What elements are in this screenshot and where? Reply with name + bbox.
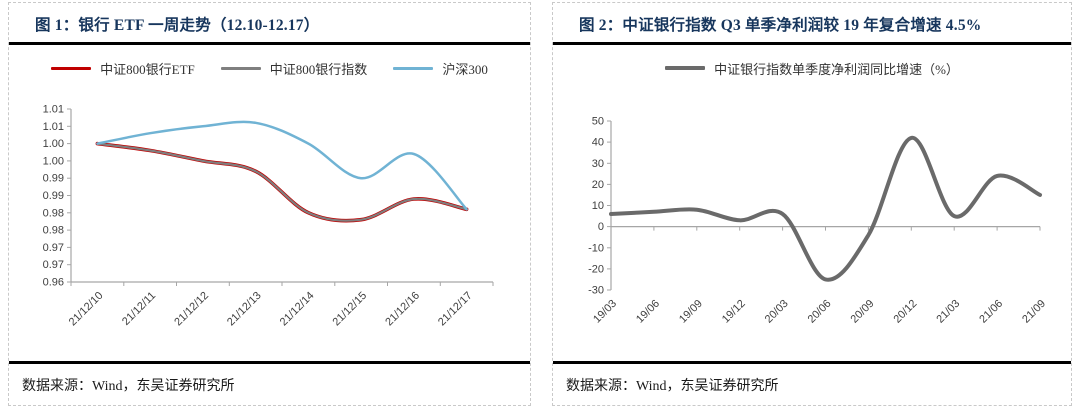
figure-2-bottom-rule <box>553 361 1071 365</box>
figure-1-title: 图 1：银行 ETF 一周走势（12.10-12.17） <box>35 17 320 34</box>
svg-text:10: 10 <box>592 200 604 212</box>
svg-text:0.97: 0.97 <box>43 259 64 271</box>
svg-text:1.01: 1.01 <box>43 121 64 133</box>
legend-label-etf: 中证800银行ETF <box>100 61 195 77</box>
svg-text:21/12/12: 21/12/12 <box>172 289 211 328</box>
figure-1-legend: 中证800银行ETF 中证800银行指数 沪深300 <box>9 59 530 78</box>
legend-swatch-index <box>220 66 261 70</box>
legend-item-profit-growth: 中证银行指数单季度净利润同比增速（%） <box>665 59 959 78</box>
svg-text:21/12/16: 21/12/16 <box>383 289 422 328</box>
figure-2-legend: 中证银行指数单季度净利润同比增速（%） <box>553 59 1071 78</box>
figure-2-source: 数据来源：Wind，东吴证券研究所 <box>566 379 779 395</box>
svg-text:20/12: 20/12 <box>891 297 919 325</box>
legend-label-profit-growth: 中证银行指数单季度净利润同比增速（%） <box>714 61 959 77</box>
legend-item-hs300: 沪深300 <box>393 59 488 78</box>
svg-text:21/12/14: 21/12/14 <box>278 289 317 328</box>
svg-text:0.96: 0.96 <box>43 276 64 288</box>
legend-swatch-hs300 <box>393 66 434 70</box>
figure-1-source: 数据来源：Wind，东吴证券研究所 <box>22 379 235 395</box>
svg-text:21/06: 21/06 <box>977 297 1005 325</box>
figure-1-plot: 1.01 1.01 1.00 1.00 0.99 0.99 0.98 0.98 0.97 0.97… <box>43 103 494 328</box>
svg-text:1.00: 1.00 <box>43 138 64 150</box>
svg-text:20/06: 20/06 <box>806 297 834 325</box>
legend-label-index: 中证800银行指数 <box>269 61 368 77</box>
figure-2-panel: 图 2：中证银行指数 Q3 单季净利润较 19 年复合增速 4.5% 中证银行指… <box>552 2 1072 406</box>
legend-swatch-etf <box>51 66 92 70</box>
svg-text:20: 20 <box>592 179 604 191</box>
figure-1-chart: 中证800银行ETF 中证800银行指数 沪深300 1.01 1.01 1.00 1… <box>9 45 530 361</box>
svg-text:-30: -30 <box>588 284 604 296</box>
figure-2-title: 图 2：中证银行指数 Q3 单季净利润较 19 年复合增速 4.5% <box>579 17 982 34</box>
svg-text:0.99: 0.99 <box>43 190 64 202</box>
svg-text:0.99: 0.99 <box>43 173 64 185</box>
svg-text:0.98: 0.98 <box>43 224 64 236</box>
figure-2-chart: 中证银行指数单季度净利润同比增速（%） 50 40 30 20 10 0 -10 -20 -30… <box>553 45 1071 361</box>
figure-1-bottom-rule <box>9 361 530 365</box>
svg-text:19/03: 19/03 <box>591 297 619 325</box>
svg-text:0.97: 0.97 <box>43 242 64 254</box>
svg-text:-10: -10 <box>588 242 604 254</box>
figure-1-title-rule <box>9 41 530 45</box>
svg-text:21/09: 21/09 <box>1020 297 1048 325</box>
legend-label-hs300: 沪深300 <box>442 61 488 77</box>
legend-item-index: 中证800银行指数 <box>220 59 368 78</box>
svg-text:20/09: 20/09 <box>849 297 877 325</box>
svg-text:21/12/15: 21/12/15 <box>330 289 369 328</box>
svg-text:0: 0 <box>598 221 604 233</box>
svg-text:0.98: 0.98 <box>43 207 64 219</box>
svg-text:20/03: 20/03 <box>763 297 791 325</box>
svg-text:21/12/11: 21/12/11 <box>120 289 158 327</box>
legend-swatch-profit-growth <box>665 66 706 71</box>
svg-text:21/12/10: 21/12/10 <box>67 289 106 328</box>
svg-text:40: 40 <box>592 136 604 148</box>
svg-text:1.01: 1.01 <box>43 103 64 115</box>
svg-text:19/06: 19/06 <box>634 297 662 325</box>
svg-text:21/12/17: 21/12/17 <box>436 289 475 328</box>
svg-text:30: 30 <box>592 158 604 170</box>
svg-text:19/12: 19/12 <box>720 297 748 325</box>
svg-text:19/09: 19/09 <box>677 297 705 325</box>
figure-2-title-rule <box>553 41 1071 45</box>
svg-text:50: 50 <box>592 115 604 127</box>
svg-text:21/12/13: 21/12/13 <box>225 289 264 328</box>
svg-text:-20: -20 <box>588 263 604 275</box>
legend-item-etf: 中证800银行ETF <box>51 59 195 78</box>
svg-text:1.00: 1.00 <box>43 155 64 167</box>
figure-1-panel: 图 1：银行 ETF 一周走势（12.10-12.17） 中证800银行ETF … <box>8 2 531 406</box>
svg-text:21/03: 21/03 <box>934 297 962 325</box>
